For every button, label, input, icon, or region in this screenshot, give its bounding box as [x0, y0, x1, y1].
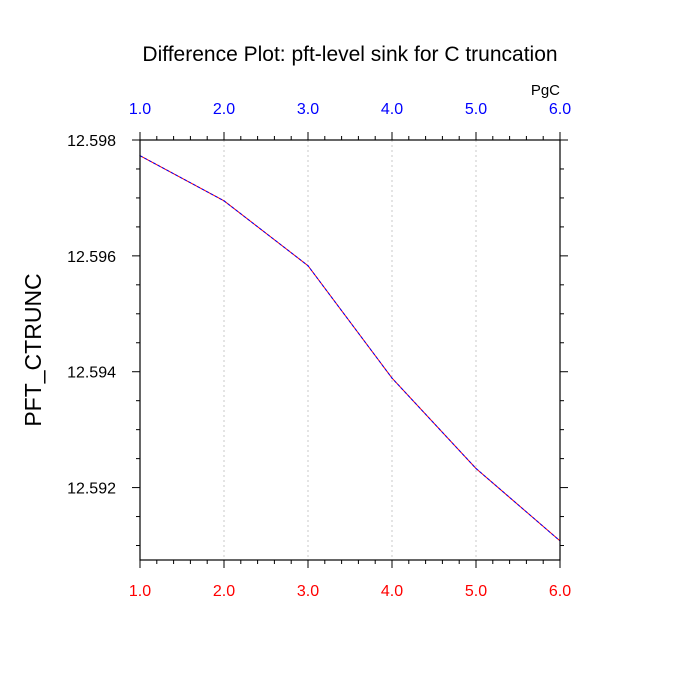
y-tick-label: 12.594: [67, 365, 116, 382]
units-label: PgC: [531, 82, 560, 99]
data-point: [475, 467, 477, 470]
chart-title: Difference Plot: pft-level sink for C tr…: [142, 43, 557, 66]
axis-ticks: [132, 132, 568, 568]
y-tick-label: 12.598: [67, 133, 116, 150]
x-tick-label-top: 1.0: [129, 101, 151, 118]
x-tick-label-bottom: 6.0: [549, 583, 571, 600]
x-tick-label-bottom: 2.0: [213, 583, 235, 600]
x-tick-label-top: 6.0: [549, 101, 571, 118]
grid-lines: [223, 140, 477, 560]
x-tick-label-bottom: 4.0: [381, 583, 403, 600]
plot-series: [139, 155, 561, 542]
series-line-0: [139, 155, 561, 542]
plot-frame: [139, 139, 561, 561]
y-tick-label: 12.592: [67, 481, 116, 498]
x-tick-label-bottom: 5.0: [465, 583, 487, 600]
x-tick-label-top: 3.0: [297, 101, 319, 118]
data-point: [223, 200, 225, 202]
x-tick-label-top: 4.0: [381, 101, 403, 118]
y-tick-label: 12.596: [67, 249, 116, 266]
x-tick-label-bottom: 1.0: [129, 583, 151, 600]
series-line-underlay-0: [139, 155, 561, 542]
tick-labels: 1.0 1.0 2.0 2.0 3.0 3.0 4.0 4.0 5.0 5.0 6.0 6.0 12.5…: [67, 101, 571, 600]
x-tick-label-top: 2.0: [213, 101, 235, 118]
x-tick-label-top: 5.0: [465, 101, 487, 118]
x-tick-label-bottom: 3.0: [297, 583, 319, 600]
data-point: [307, 265, 309, 267]
y-axis-label: PFT_CTRUNC: [20, 273, 46, 426]
data-point: [391, 377, 393, 379]
